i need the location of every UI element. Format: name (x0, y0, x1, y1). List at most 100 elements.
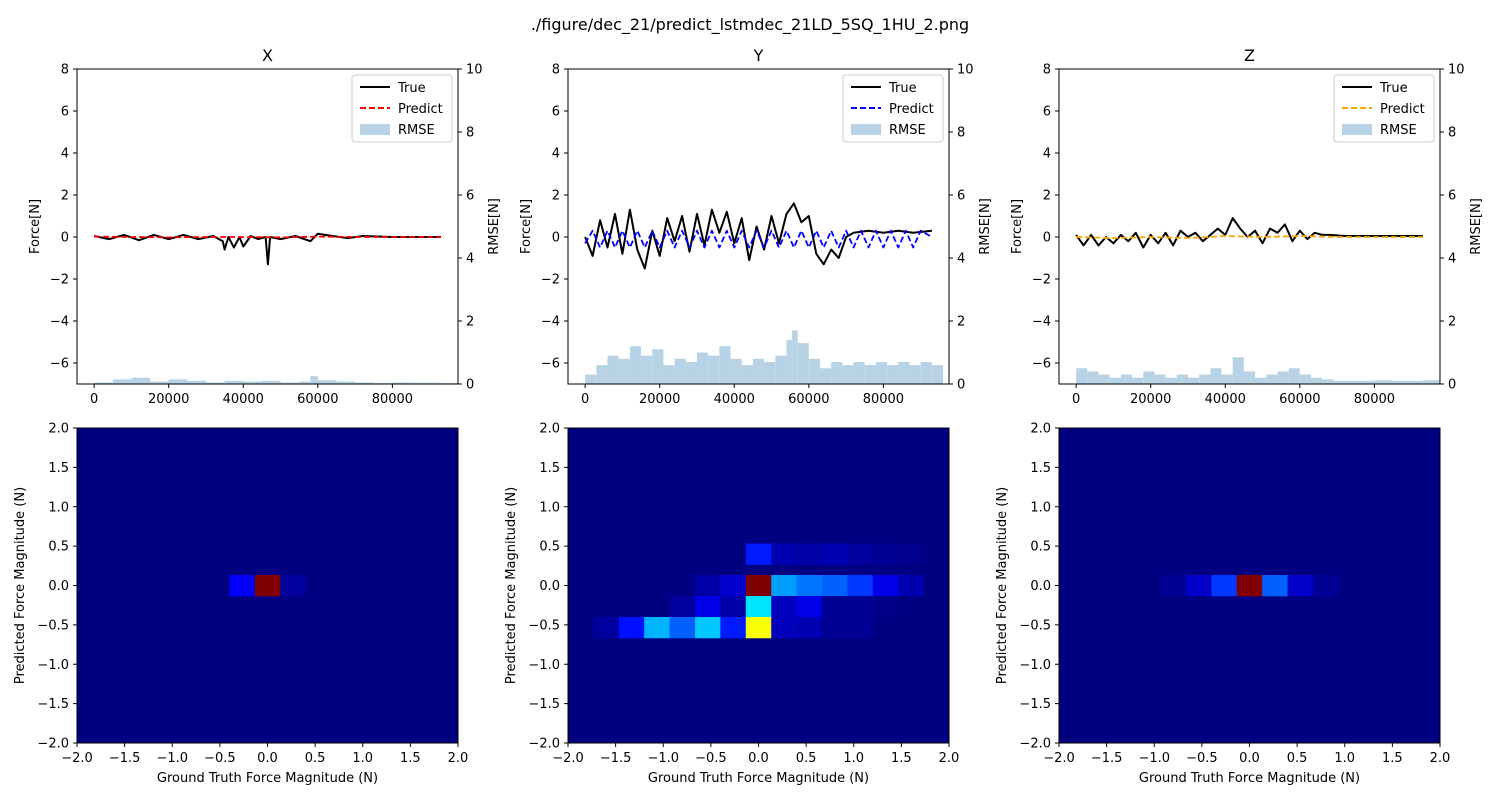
plot-area (93, 232, 458, 384)
rmse-bar (1076, 368, 1088, 384)
x-tick-label: 1.0 (1334, 751, 1355, 766)
rmse-bar (641, 355, 653, 384)
y2-tick-label: 0 (957, 378, 965, 393)
x-axis-label: Ground Truth Force Magnitude (N) (157, 771, 378, 786)
rmse-bar (719, 346, 731, 384)
heatmap-cell (796, 596, 823, 618)
x-tick-label: 2.0 (939, 751, 960, 766)
heatmap-cell (822, 543, 848, 565)
y-tick-label: 2.0 (48, 422, 69, 437)
legend-swatch-rmse (1342, 124, 1372, 135)
rmse-bar (1210, 368, 1222, 384)
heatmap-cell (822, 575, 848, 597)
y-tick-label: 6 (1043, 105, 1051, 120)
rmse-bar (187, 380, 206, 384)
rmse-bar (280, 382, 300, 384)
y-axis-label: Force[N] (519, 199, 534, 254)
x-tick-label: 0 (581, 392, 589, 407)
rmse-bar (1333, 380, 1345, 384)
y-tick-label: −0.5 (528, 618, 560, 633)
heatmap-cell (593, 616, 620, 639)
heatmap-cell (771, 543, 797, 565)
legend-label: Predict (1380, 102, 1425, 117)
y-tick-label: 1.5 (48, 461, 69, 476)
heatmap-cell (669, 616, 696, 639)
y2-tick-label: 2 (957, 315, 965, 330)
heatmap-cell (1287, 575, 1314, 597)
rmse-bar (887, 365, 899, 384)
legend-label: RMSE (398, 123, 435, 138)
heatmap-cell (872, 596, 899, 618)
x-tick-label: −1.5 (1091, 751, 1123, 766)
rmse-bar (317, 380, 337, 384)
x-tick-label: −2.0 (61, 751, 93, 766)
y-axis-label: Force[N] (1010, 199, 1025, 254)
y-tick-label: 1.5 (539, 461, 560, 476)
rmse-bar (596, 365, 608, 384)
series-line-predict (94, 235, 441, 239)
rmse-bar (150, 381, 169, 384)
rmse-bar (853, 361, 865, 384)
heatmap-cell (847, 543, 874, 565)
heatmap-cell (618, 616, 645, 639)
rmse-bar (875, 361, 888, 384)
rmse-bar (820, 368, 832, 384)
x-tick-label: 0.5 (305, 751, 326, 766)
rmse-bar (205, 382, 225, 384)
heatmap-cell (847, 575, 874, 597)
heatmap-cell (280, 575, 306, 597)
legend-label: Predict (889, 102, 934, 117)
rmse-bar (112, 379, 132, 384)
y-tick-label: 4 (1043, 147, 1051, 162)
y-tick-label: 1.0 (1030, 500, 1051, 515)
heatmap-cell (796, 616, 823, 639)
heatmap-cell (822, 596, 848, 618)
rmse-bar (261, 380, 281, 384)
y-tick-label: 8 (1043, 63, 1051, 78)
heatmap-cells (1160, 575, 1339, 597)
heatmap-cell (771, 616, 797, 639)
heatmap-cell (669, 596, 696, 618)
y2-tick-label: 8 (1448, 126, 1456, 141)
rmse-bar (1299, 374, 1312, 384)
legend-swatch-rmse (851, 124, 881, 135)
plot-area (584, 202, 944, 384)
x-tick-label: 40000 (223, 392, 264, 407)
y-tick-label: −6 (541, 357, 560, 372)
rmse-bar (764, 361, 776, 384)
series-line-true (1075, 217, 1423, 249)
y-tick-label: 0.5 (48, 540, 69, 555)
rmse-bar (909, 365, 921, 384)
chart-title: X (262, 46, 273, 65)
y-tick-label: −2 (1032, 273, 1051, 288)
legend-label: Predict (398, 102, 443, 117)
rmse-bar (674, 358, 686, 384)
x-tick-label: 0 (90, 392, 98, 407)
rmse-bar (1288, 368, 1300, 384)
x-tick-label: 40000 (1205, 392, 1246, 407)
heatmap-cell (1262, 575, 1288, 597)
y-tick-label: 2.0 (1030, 422, 1051, 437)
x-tick-label: −0.5 (695, 751, 727, 766)
y-tick-label: 0.5 (1030, 540, 1051, 555)
heatmap-cell (847, 596, 874, 618)
y-tick-label: 0.5 (539, 540, 560, 555)
rmse-bar (1187, 377, 1200, 384)
rmse-bar (355, 382, 374, 384)
y-tick-label: 0.0 (1030, 579, 1051, 594)
legend-swatch-rmse (360, 124, 390, 135)
y-tick-label: 2 (552, 189, 560, 204)
series-line-true (584, 202, 933, 270)
legend-label: True (1379, 81, 1408, 96)
y-tick-label: −1.0 (37, 658, 69, 673)
rmse-bars (1076, 357, 1440, 384)
y2-tick-label: 4 (957, 252, 965, 267)
y-tick-label: −1.5 (1019, 697, 1051, 712)
y-tick-label: −2.0 (528, 737, 560, 752)
x-tick-label: 60000 (1279, 392, 1320, 407)
heatmap-cell (720, 596, 747, 618)
y-tick-label: 0 (552, 231, 560, 246)
rmse-bar (618, 358, 630, 384)
x-tick-label: 0.5 (1287, 751, 1308, 766)
